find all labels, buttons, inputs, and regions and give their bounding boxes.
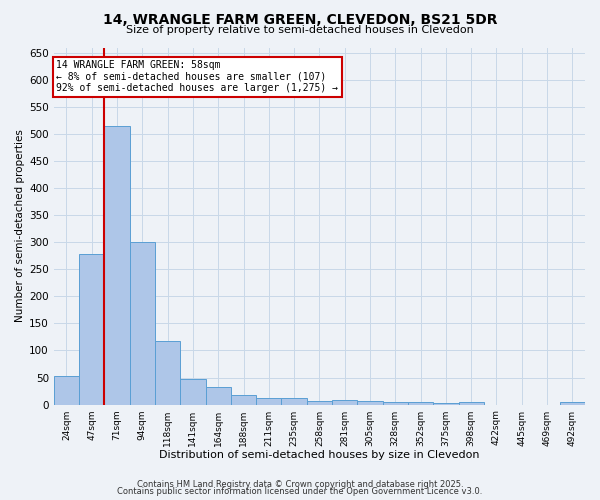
- Y-axis label: Number of semi-detached properties: Number of semi-detached properties: [15, 130, 25, 322]
- Text: Contains public sector information licensed under the Open Government Licence v3: Contains public sector information licen…: [118, 488, 482, 496]
- Bar: [54, 376, 79, 404]
- Bar: [358, 401, 383, 404]
- Bar: [79, 254, 104, 404]
- Bar: [458, 402, 484, 404]
- Text: 14, WRANGLE FARM GREEN, CLEVEDON, BS21 5DR: 14, WRANGLE FARM GREEN, CLEVEDON, BS21 5…: [103, 12, 497, 26]
- Bar: [155, 342, 180, 404]
- Bar: [383, 402, 408, 404]
- Bar: [231, 395, 256, 404]
- Bar: [560, 402, 585, 404]
- Text: Contains HM Land Registry data © Crown copyright and database right 2025.: Contains HM Land Registry data © Crown c…: [137, 480, 463, 489]
- Bar: [281, 398, 307, 404]
- Bar: [180, 379, 206, 404]
- X-axis label: Distribution of semi-detached houses by size in Clevedon: Distribution of semi-detached houses by …: [159, 450, 479, 460]
- Bar: [256, 398, 281, 404]
- Text: Size of property relative to semi-detached houses in Clevedon: Size of property relative to semi-detach…: [126, 25, 474, 35]
- Text: 14 WRANGLE FARM GREEN: 58sqm
← 8% of semi-detached houses are smaller (107)
92% : 14 WRANGLE FARM GREEN: 58sqm ← 8% of sem…: [56, 60, 338, 93]
- Bar: [206, 388, 231, 404]
- Bar: [130, 242, 155, 404]
- Bar: [307, 402, 332, 404]
- Bar: [332, 400, 358, 404]
- Bar: [104, 126, 130, 404]
- Bar: [408, 402, 433, 404]
- Bar: [433, 403, 458, 404]
